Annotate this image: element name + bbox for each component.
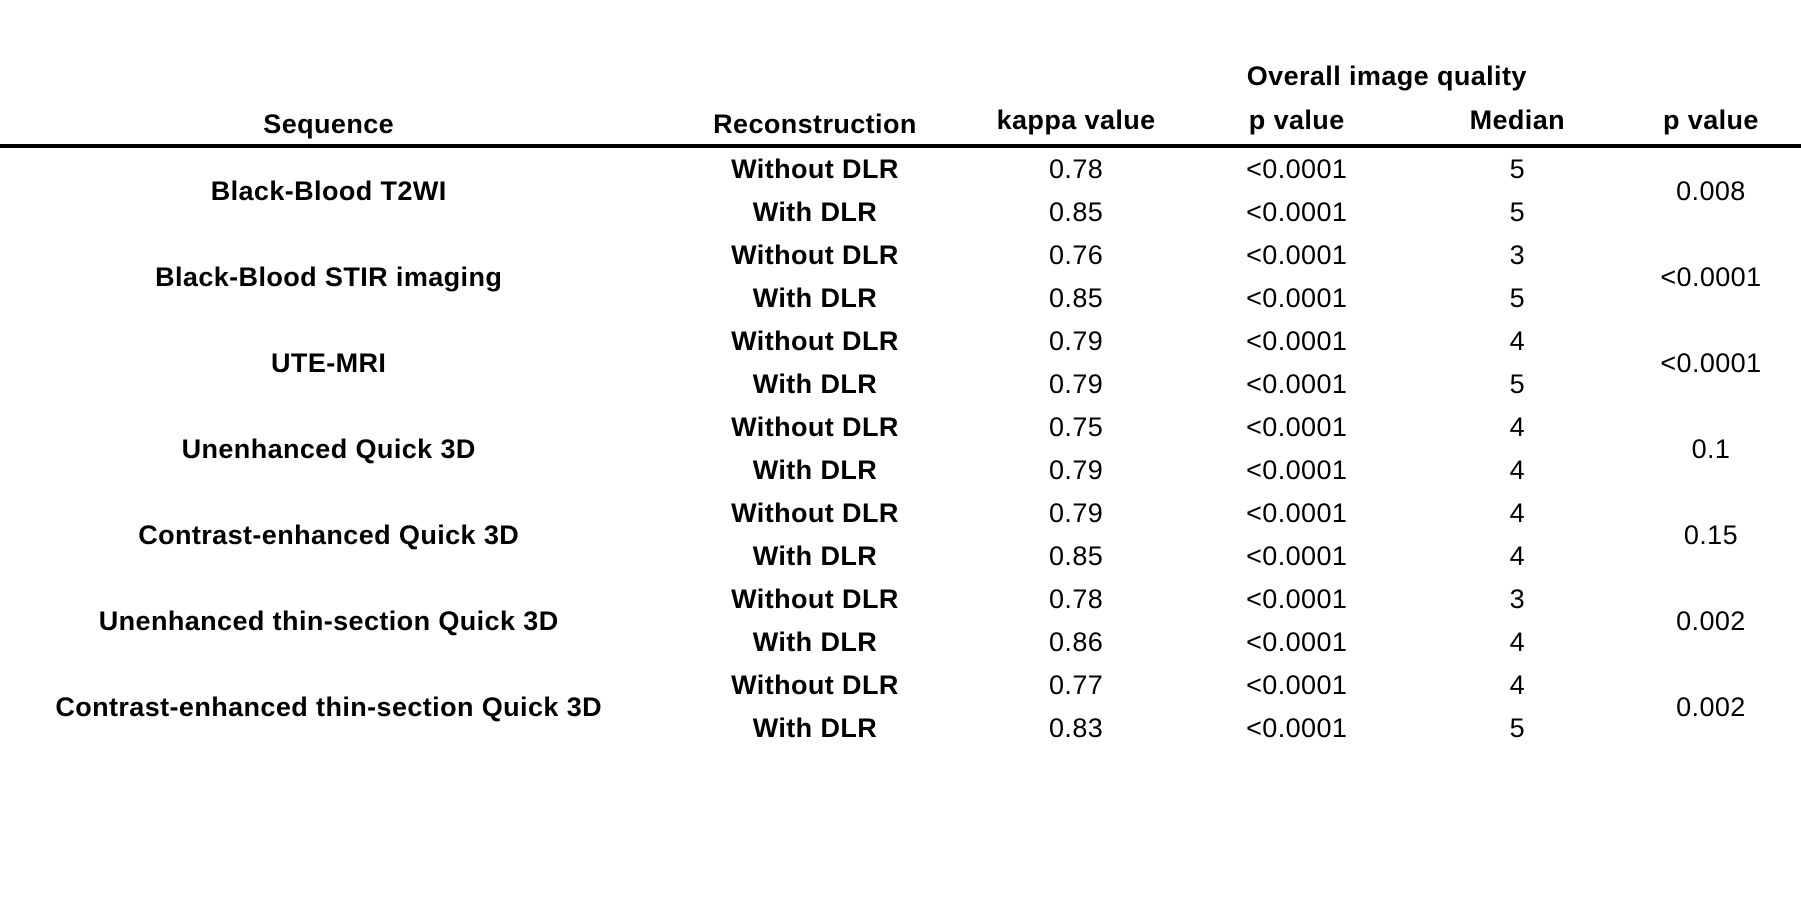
p-value-cell: <0.0001 (1246, 584, 1348, 614)
p-value-cell: <0.0001 (1246, 283, 1348, 313)
reconstruction-cell: Without DLR (731, 154, 899, 184)
p-value-cell: <0.0001 (1246, 369, 1348, 399)
median-cell: 4 (1509, 326, 1526, 356)
sequence-cell: UTE-MRI (271, 347, 387, 378)
group-p-value-cell: <0.0001 (1660, 347, 1762, 378)
median-cell: 5 (1509, 369, 1526, 399)
reconstruction-cell: With DLR (752, 455, 878, 485)
p-value-cell: <0.0001 (1246, 240, 1348, 270)
sequence-cell: Contrast-enhanced Quick 3D (138, 519, 520, 550)
group-p-value-cell: <0.0001 (1660, 261, 1762, 292)
table-header: Sequence Reconstruction Overall image qu… (0, 42, 1801, 146)
table-row: Unenhanced thin-section Quick 3D Without … (0, 578, 1801, 636)
column-header-sequence: Sequence (263, 109, 395, 139)
kappa-value-cell: 0.79 (1049, 326, 1104, 356)
reconstruction-cell: With DLR (752, 627, 878, 657)
table-row: Contrast-enhanced Quick 3D Without DLR 0.7… (0, 492, 1801, 550)
column-header-p-value: p value (1248, 104, 1345, 135)
p-value-cell: <0.0001 (1246, 541, 1348, 571)
table-row: With DLR 0.79 <0.0001 4 (0, 449, 1801, 492)
kappa-value-cell: 0.78 (1049, 584, 1104, 614)
kappa-value-cell: 0.85 (1049, 541, 1104, 571)
header-row-sub: kappa value p value Median p value (0, 96, 1801, 146)
kappa-value-cell: 0.79 (1049, 498, 1104, 528)
reconstruction-cell: Without DLR (731, 498, 899, 528)
column-header-kappa-value: kappa value (996, 104, 1156, 135)
reconstruction-cell: Without DLR (731, 412, 899, 442)
kappa-value-cell: 0.79 (1049, 455, 1104, 485)
reconstruction-cell: With DLR (752, 541, 878, 571)
reconstruction-cell: Without DLR (731, 670, 899, 700)
results-table: Sequence Reconstruction Overall image qu… (0, 42, 1801, 750)
table-body: Black-Blood T2WI Without DLR 0.78 <0.0001 5 0… (0, 146, 1801, 750)
table-row: With DLR 0.83 <0.0001 5 (0, 707, 1801, 750)
p-value-cell: <0.0001 (1246, 197, 1348, 227)
table-row: With DLR 0.79 <0.0001 5 (0, 363, 1801, 406)
group-p-value-cell: 0.002 (1676, 605, 1746, 636)
median-cell: 4 (1509, 412, 1526, 442)
header-row-top: Sequence Reconstruction Overall image qu… (0, 42, 1801, 139)
group-p-value-cell: 0.1 (1691, 433, 1731, 464)
p-value-cell: <0.0001 (1246, 412, 1348, 442)
median-cell: 5 (1509, 283, 1526, 313)
median-cell: 3 (1509, 240, 1526, 270)
p-value-cell: <0.0001 (1246, 713, 1348, 743)
table-row: UTE-MRI Without DLR 0.79 <0.0001 4 <0.0001 (0, 320, 1801, 378)
reconstruction-cell: With DLR (752, 713, 878, 743)
p-value-cell: <0.0001 (1246, 498, 1348, 528)
group-p-value-cell: 0.008 (1676, 175, 1746, 206)
median-cell: 5 (1509, 713, 1526, 743)
median-cell: 4 (1509, 498, 1526, 528)
median-cell: 4 (1509, 541, 1526, 571)
column-header-median: Median (1469, 104, 1566, 135)
kappa-value-cell: 0.76 (1049, 240, 1104, 270)
median-cell: 3 (1509, 584, 1526, 614)
p-value-cell: <0.0001 (1246, 670, 1348, 700)
sequence-cell: Unenhanced Quick 3D (181, 433, 476, 464)
sequence-cell: Black-Blood T2WI (210, 175, 447, 206)
reconstruction-cell: Without DLR (731, 240, 899, 270)
sequence-cell: Unenhanced thin-section Quick 3D (98, 605, 559, 636)
table-row: With DLR 0.85 <0.0001 5 (0, 191, 1801, 234)
column-header-reconstruction: Reconstruction (713, 109, 917, 139)
table-row: Unenhanced Quick 3D Without DLR 0.75 <0.000… (0, 406, 1801, 464)
reconstruction-cell: With DLR (752, 197, 878, 227)
sequence-cell: Contrast-enhanced thin-section Quick 3D (55, 691, 603, 722)
table-row: Black-Blood STIR imaging Without DLR 0.76 <… (0, 234, 1801, 292)
table-row: Contrast-enhanced thin-section Quick 3D W… (0, 664, 1801, 722)
sequence-cell: Black-Blood STIR imaging (155, 261, 503, 292)
group-header-overall-image-quality: Overall image quality (1246, 61, 1527, 91)
table-row: With DLR 0.86 <0.0001 4 (0, 621, 1801, 664)
table-row: With DLR 0.85 <0.0001 4 (0, 535, 1801, 578)
reconstruction-cell: Without DLR (731, 326, 899, 356)
kappa-value-cell: 0.86 (1049, 627, 1104, 657)
median-cell: 4 (1509, 627, 1526, 657)
group-p-value-cell: 0.15 (1683, 519, 1739, 550)
median-cell: 4 (1509, 670, 1526, 700)
median-cell: 5 (1509, 197, 1526, 227)
p-value-cell: <0.0001 (1246, 326, 1348, 356)
kappa-value-cell: 0.85 (1049, 283, 1104, 313)
p-value-cell: <0.0001 (1246, 455, 1348, 485)
reconstruction-cell: With DLR (752, 369, 878, 399)
kappa-value-cell: 0.75 (1049, 412, 1104, 442)
reconstruction-cell: With DLR (752, 283, 878, 313)
median-cell: 5 (1509, 154, 1526, 184)
kappa-value-cell: 0.77 (1049, 670, 1104, 700)
p-value-cell: <0.0001 (1246, 627, 1348, 657)
column-header-group-p-value: p value (1663, 104, 1759, 135)
p-value-cell: <0.0001 (1246, 154, 1348, 184)
table-row: Black-Blood T2WI Without DLR 0.78 <0.0001 5 0… (0, 146, 1801, 206)
median-cell: 4 (1509, 455, 1526, 485)
reconstruction-cell: Without DLR (731, 584, 899, 614)
kappa-value-cell: 0.79 (1049, 369, 1104, 399)
kappa-value-cell: 0.83 (1049, 713, 1104, 743)
table-row: With DLR 0.85 <0.0001 5 (0, 277, 1801, 320)
kappa-value-cell: 0.85 (1049, 197, 1104, 227)
group-p-value-cell: 0.002 (1676, 691, 1746, 722)
kappa-value-cell: 0.78 (1049, 154, 1104, 184)
